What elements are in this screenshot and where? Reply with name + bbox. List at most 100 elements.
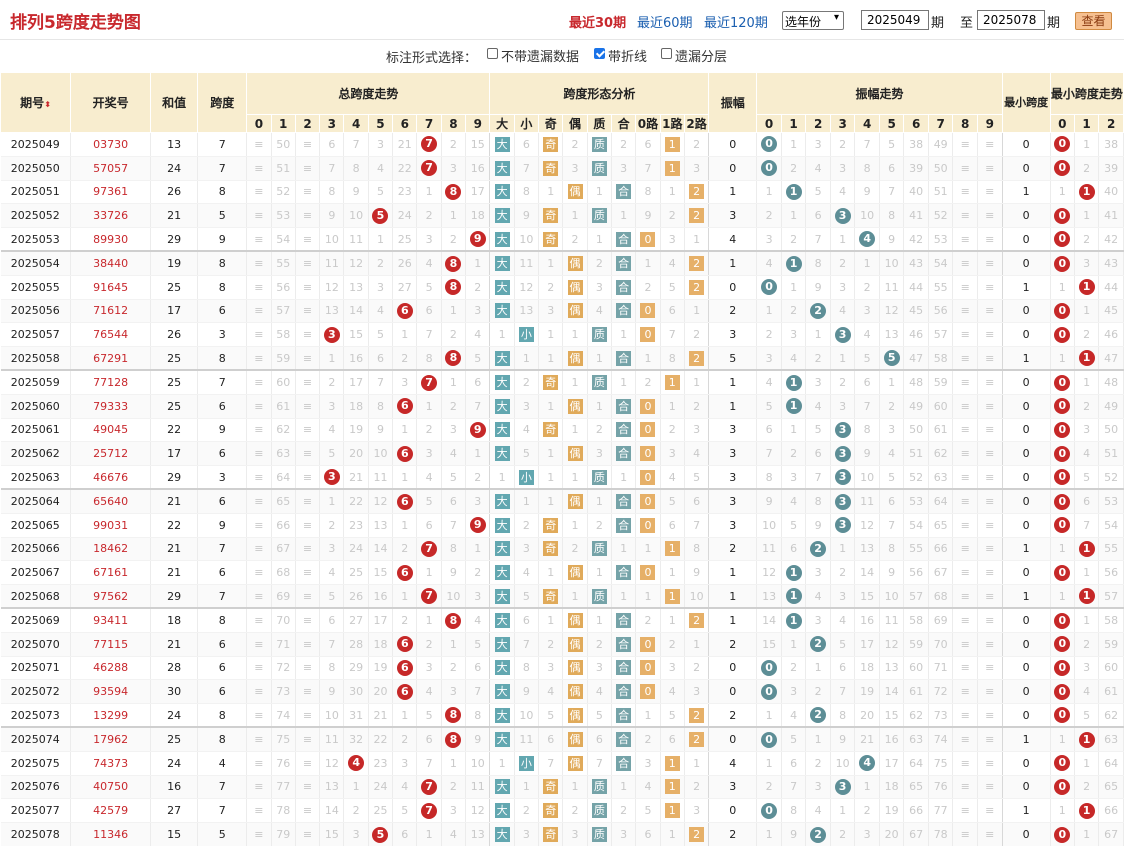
shape-tag: 大 (494, 827, 510, 842)
shape-cell: 1 (660, 822, 685, 846)
shape-cell: 奇 (538, 822, 564, 846)
amp-trend-cell: 4 (756, 250, 782, 276)
min-trend-cell: 2 (1074, 227, 1100, 252)
min-trend-cell: 59 (1098, 632, 1124, 657)
min-hit-ball: 0 (1054, 374, 1071, 391)
shape-cell: 偶 (562, 250, 588, 276)
shape-cell: 0 (635, 632, 661, 657)
shape-cell: 大 (489, 726, 515, 752)
shape-tag: 合 (616, 636, 632, 652)
checkbox-line-label[interactable]: 带折线 (608, 50, 648, 65)
period-link-120[interactable]: 最近120期 (704, 16, 768, 31)
checkbox-layer[interactable] (661, 48, 672, 59)
amp-trend-cell: 44 (903, 275, 929, 300)
min-digit-header-0: 0 (1049, 114, 1075, 133)
amp-trend-cell: 53 (903, 488, 929, 514)
span-trend-cell: 8 (441, 250, 467, 276)
number-cell: 46288 (70, 656, 152, 681)
span-trend-cell: ≡ (295, 394, 321, 419)
to-issue-input[interactable] (977, 10, 1045, 30)
amp-trend-cell: 2 (805, 632, 831, 657)
amp-trend-cell: 5 (805, 180, 831, 205)
checkbox-no-missing-label[interactable]: 不带遗漏数据 (501, 50, 580, 65)
span-trend-cell: 23 (343, 513, 369, 538)
span-cell: 7 (197, 369, 248, 395)
span-trend-cell: 7 (319, 156, 345, 181)
amp-trend-cell: ≡ (977, 346, 1003, 371)
amp-trend-cell: 8 (879, 537, 905, 562)
span-trend-cell: ≡ (246, 488, 272, 514)
span-cell: 6 (197, 488, 248, 514)
shape-cell: 13 (514, 299, 540, 324)
amp-hit-ball: 2 (810, 540, 827, 557)
header-span-trend: 总跨度走势 (246, 72, 491, 115)
issue-cell: 2025068 (0, 584, 72, 609)
amp-trend-cell: 0 (756, 798, 782, 824)
amp-trend-cell: 3 (830, 441, 856, 467)
shape-cell: 6 (635, 822, 661, 846)
span-trend-cell: ≡ (295, 418, 321, 443)
min-trend-cell: 7 (1074, 513, 1100, 538)
table-row: 2025067 67161 21 6 ≡ 68 ≡ 4 25 15 6 1 9 2 大 4 1 偶 1 合 0 1 9 1 12… (0, 560, 1124, 586)
shape-tag: 大 (494, 398, 510, 414)
shape-cell: 1 (562, 322, 588, 348)
checkbox-line[interactable] (594, 48, 605, 59)
amp-trend-cell: 42 (903, 227, 929, 252)
span-trend-cell: 7 (343, 132, 369, 157)
shape-tag: 大 (494, 375, 510, 391)
shape-tag: 2 (689, 184, 705, 200)
amp-trend-cell: ≡ (952, 679, 978, 705)
shape-cell: 5 (514, 584, 540, 609)
shape-tag: 大 (494, 279, 510, 295)
amp-trend-cell: 6 (854, 369, 880, 395)
min-trend-cell: 1 (1074, 798, 1100, 824)
span-trend-cell: 5 (416, 703, 442, 728)
amp-trend-cell: 5 (756, 394, 782, 419)
amp-trend-cell: 6 (756, 418, 782, 443)
amp-trend-cell: 53 (928, 227, 954, 252)
shape-cell: 3 (562, 156, 588, 181)
span-trend-cell: 67 (271, 537, 296, 562)
header-issue[interactable]: 期号⬍ (0, 72, 72, 133)
span-cell: 9 (197, 513, 248, 538)
span-trend-cell: ≡ (246, 322, 272, 348)
sort-icon[interactable]: ⬍ (44, 100, 51, 109)
shape-cell: 大 (489, 418, 515, 443)
amp-trend-cell: ≡ (977, 656, 1003, 681)
span-trend-cell: 6 (392, 679, 418, 705)
amp-trend-cell: 71 (928, 656, 954, 681)
checkbox-no-missing[interactable] (487, 48, 498, 59)
amp-trend-cell: 48 (903, 369, 929, 395)
checkbox-layer-label[interactable]: 遗漏分层 (675, 50, 728, 65)
shape-cell: 质 (587, 798, 613, 824)
span-trend-cell: 13 (319, 299, 345, 324)
shape-cell: 1 (562, 418, 588, 443)
span-trend-cell: 8 (319, 180, 345, 205)
amp-trend-cell: ≡ (977, 322, 1003, 348)
period-link-30[interactable]: 最近30期 (569, 16, 627, 31)
shape-cell: 1 (538, 394, 564, 419)
period-link-60[interactable]: 最近60期 (637, 16, 693, 31)
number-cell: 79333 (70, 394, 152, 419)
amp-trend-cell: ≡ (952, 632, 978, 657)
amp-trend-cell: 1 (830, 346, 856, 371)
span-trend-cell: ≡ (246, 299, 272, 324)
shape-cell: 2 (587, 418, 613, 443)
shape-cell: 2 (635, 607, 661, 633)
amp-trend-cell: 64 (903, 751, 929, 776)
table-row: 2025071 46288 28 6 ≡ 72 ≡ 8 29 19 6 3 2 6 大 8 3 偶 3 合 0 3 2 0 0 2… (0, 656, 1124, 681)
year-select[interactable]: 选年份 ▾ (782, 11, 844, 30)
shape-cell: 偶 (562, 560, 588, 586)
span-trend-cell: 2 (416, 418, 442, 443)
amp-cell: 2 (708, 299, 758, 324)
amp-trend-cell: 2 (830, 560, 856, 586)
shape-tag: 0 (640, 231, 656, 247)
amp-trend-cell: 66 (928, 537, 954, 562)
amp-trend-cell: 45 (903, 299, 929, 324)
amp-trend-cell: 1 (854, 775, 880, 800)
span-trend-cell: 2 (441, 394, 467, 419)
shape-tag: 合 (616, 565, 632, 581)
shape-tag: 小 (518, 755, 534, 771)
query-button[interactable]: 查看 (1075, 12, 1112, 30)
from-issue-input[interactable] (861, 10, 929, 30)
